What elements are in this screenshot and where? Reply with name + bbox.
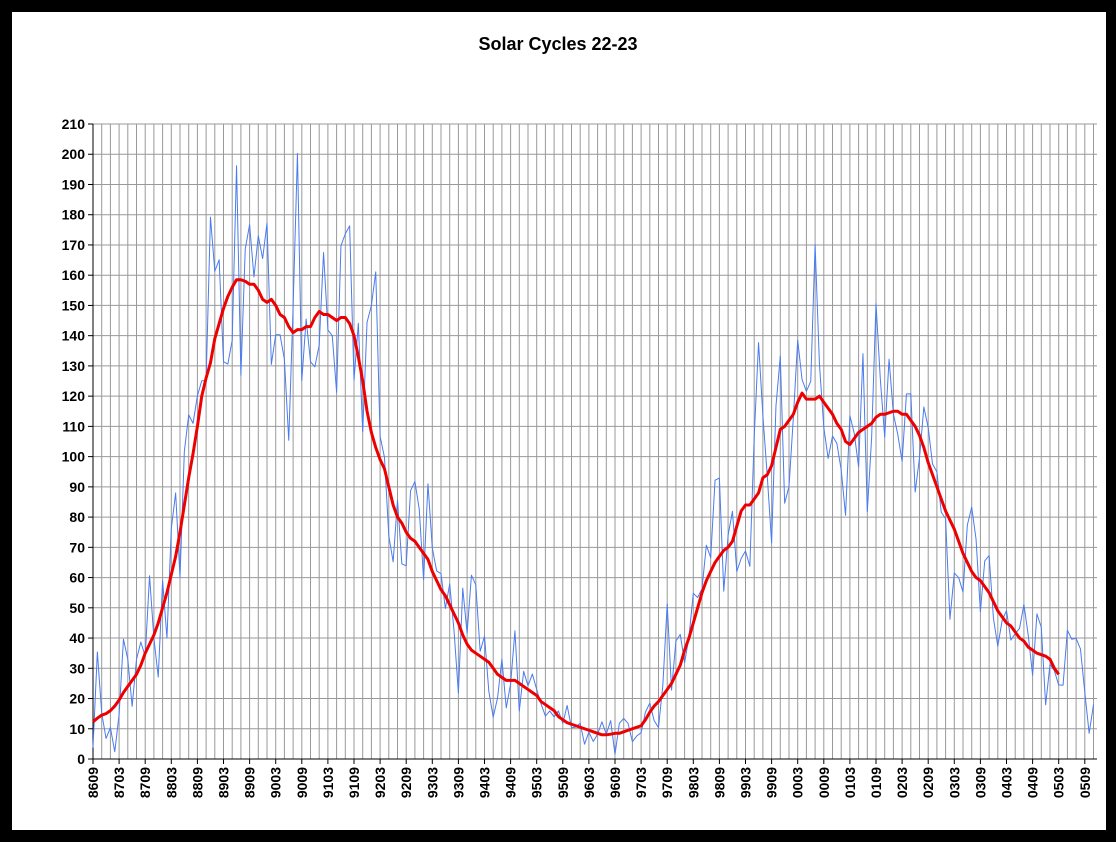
x-tick-label: 9503 <box>529 767 545 798</box>
x-tick-label: 9903 <box>738 767 754 798</box>
y-tick-label: 40 <box>69 630 85 646</box>
y-tick-label: 140 <box>62 328 86 344</box>
x-tick-label: 9103 <box>320 767 336 798</box>
x-tick-label: 8809 <box>189 767 205 798</box>
x-tick-label: 0103 <box>842 767 858 798</box>
y-tick-label: 130 <box>62 358 86 374</box>
x-tick-label: 9203 <box>372 767 388 798</box>
y-tick-label: 110 <box>62 418 85 434</box>
y-tick-label: 90 <box>69 479 85 495</box>
x-tick-label: 9703 <box>633 767 649 798</box>
x-tick-label: 8609 <box>85 767 101 798</box>
x-tick-label: 8703 <box>111 767 127 798</box>
x-tick-label: 9003 <box>268 767 284 798</box>
y-tick-label: 10 <box>69 721 85 737</box>
y-tick-label: 100 <box>62 449 86 465</box>
chart-title: Solar Cycles 22-23 <box>478 34 637 54</box>
x-tick-label: 0303 <box>946 767 962 798</box>
x-tick-label: 0509 <box>1077 767 1093 798</box>
x-tick-label: 9109 <box>346 767 362 798</box>
y-tick-label: 20 <box>69 691 85 707</box>
y-tick-label: 0 <box>77 751 85 767</box>
x-tick-label: 0209 <box>920 767 936 798</box>
x-tick-label: 0403 <box>999 767 1015 798</box>
y-tick-label: 190 <box>62 176 86 192</box>
x-tick-label: 9603 <box>581 767 597 798</box>
x-tick-label: 9309 <box>450 767 466 798</box>
y-tick-label: 120 <box>62 388 86 404</box>
series-line <box>92 152 1094 755</box>
x-tick-label: 8909 <box>242 767 258 798</box>
y-tick-label: 200 <box>62 146 86 162</box>
x-tick-label: 0009 <box>816 767 832 798</box>
y-tick-label: 50 <box>69 600 85 616</box>
y-tick-label: 60 <box>69 570 85 586</box>
x-tick-label: 9803 <box>685 767 701 798</box>
x-tick-label: 9609 <box>607 767 623 798</box>
x-tick-label: 9009 <box>294 767 310 798</box>
y-tick-label: 170 <box>62 237 86 253</box>
x-tick-label: 9409 <box>503 767 519 798</box>
x-tick-label: 9509 <box>555 767 571 798</box>
x-tick-label: 0503 <box>1051 767 1067 798</box>
x-tick-label: 0003 <box>790 767 806 798</box>
x-tick-label: 0309 <box>972 767 988 798</box>
y-tick-label: 70 <box>69 539 85 555</box>
x-tick-label: 0409 <box>1025 767 1041 798</box>
y-tick-label: 160 <box>62 267 86 283</box>
y-tick-label: 210 <box>62 116 86 132</box>
y-tick-label: 30 <box>69 660 85 676</box>
y-tick-label: 180 <box>62 207 86 223</box>
x-tick-label: 9809 <box>711 767 727 798</box>
x-tick-label: 0203 <box>894 767 910 798</box>
x-tick-label: 8803 <box>163 767 179 798</box>
x-tick-label: 9303 <box>424 767 440 798</box>
y-tick-label: 80 <box>69 509 85 525</box>
x-tick-label: 9209 <box>398 767 414 798</box>
x-tick-label: 9709 <box>659 767 675 798</box>
y-tick-label: 150 <box>62 297 86 313</box>
x-tick-label: 0109 <box>868 767 884 798</box>
plot-area <box>93 124 1097 759</box>
series-line <box>92 278 1060 737</box>
x-tick-label: 8709 <box>137 767 153 798</box>
x-tick-label: 9909 <box>764 767 780 798</box>
x-tick-label: 9403 <box>477 767 493 798</box>
x-tick-label: 8903 <box>216 767 232 798</box>
